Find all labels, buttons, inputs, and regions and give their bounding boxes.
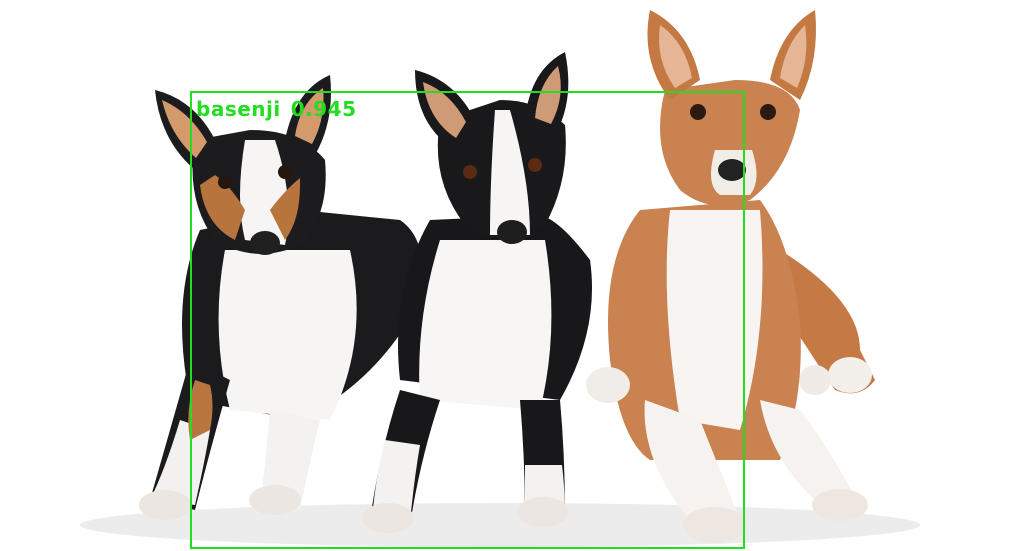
detection-confidence-score: 0.945	[290, 97, 357, 121]
detection-class-name: basenji	[196, 97, 281, 121]
tricolor-basenji-illustration	[139, 75, 423, 520]
detection-label: basenji 0.945	[196, 97, 367, 121]
black-white-basenji-illustration	[362, 52, 630, 533]
detection-bounding-box	[190, 91, 745, 549]
red-white-basenji-illustration	[608, 10, 875, 543]
